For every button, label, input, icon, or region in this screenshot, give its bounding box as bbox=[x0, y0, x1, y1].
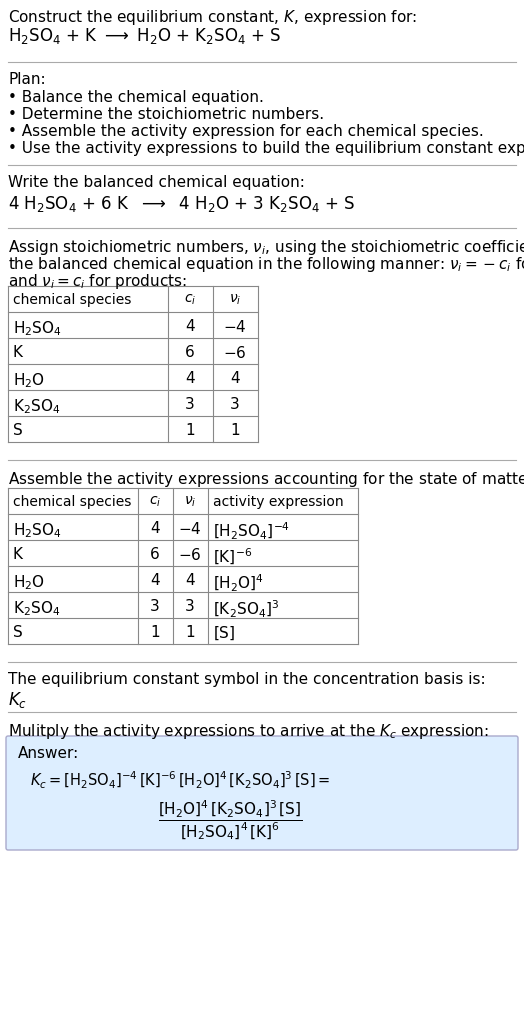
Text: $\mathrm{K_2SO_4}$: $\mathrm{K_2SO_4}$ bbox=[13, 397, 60, 416]
Text: 4: 4 bbox=[185, 319, 195, 334]
Text: $-4$: $-4$ bbox=[178, 521, 202, 537]
Text: S: S bbox=[13, 625, 23, 640]
Text: 6: 6 bbox=[185, 345, 195, 360]
Text: • Assemble the activity expression for each chemical species.: • Assemble the activity expression for e… bbox=[8, 124, 484, 139]
Text: 4: 4 bbox=[185, 573, 195, 588]
Text: $-6$: $-6$ bbox=[223, 345, 247, 361]
Text: $-6$: $-6$ bbox=[178, 547, 202, 564]
Text: Answer:: Answer: bbox=[18, 746, 79, 761]
Text: $[\mathrm{H_2SO_4}]^{-4}$: $[\mathrm{H_2SO_4}]^{-4}$ bbox=[213, 521, 290, 542]
Text: 4 $\mathrm{H_2SO_4}$ + 6 K  $\longrightarrow$  4 $\mathrm{H_2O}$ + 3 $\mathrm{K_: 4 $\mathrm{H_2SO_4}$ + 6 K $\longrightar… bbox=[8, 194, 356, 214]
Text: • Balance the chemical equation.: • Balance the chemical equation. bbox=[8, 90, 264, 105]
Text: 3: 3 bbox=[150, 599, 160, 614]
Text: $[\mathrm{S}]$: $[\mathrm{S}]$ bbox=[213, 625, 235, 642]
Text: K: K bbox=[13, 345, 23, 360]
Text: • Determine the stoichiometric numbers.: • Determine the stoichiometric numbers. bbox=[8, 107, 324, 122]
Text: chemical species: chemical species bbox=[13, 293, 132, 307]
Text: activity expression: activity expression bbox=[213, 495, 344, 510]
Text: the balanced chemical equation in the following manner: $\nu_i = -c_i$ for react: the balanced chemical equation in the fo… bbox=[8, 255, 524, 274]
Text: Plan:: Plan: bbox=[8, 72, 46, 87]
Text: 1: 1 bbox=[185, 423, 195, 438]
Text: $c_i$: $c_i$ bbox=[149, 495, 161, 510]
Text: $-4$: $-4$ bbox=[223, 319, 247, 335]
Text: $\nu_i$: $\nu_i$ bbox=[229, 293, 241, 308]
Text: 4: 4 bbox=[150, 573, 160, 588]
Text: 4: 4 bbox=[185, 371, 195, 386]
Text: Assign stoichiometric numbers, $\nu_i$, using the stoichiometric coefficients, $: Assign stoichiometric numbers, $\nu_i$, … bbox=[8, 238, 524, 257]
Text: $\dfrac{[\mathrm{H_2O}]^4\,[\mathrm{K_2SO_4}]^3\,[\mathrm{S}]}{[\mathrm{H_2SO_4}: $\dfrac{[\mathrm{H_2O}]^4\,[\mathrm{K_2S… bbox=[158, 798, 302, 842]
Text: $\mathrm{H_2O}$: $\mathrm{H_2O}$ bbox=[13, 371, 45, 389]
Text: $K_c = [\mathrm{H_2SO_4}]^{-4}\,[\mathrm{K}]^{-6}\,[\mathrm{H_2O}]^4\,[\mathrm{K: $K_c = [\mathrm{H_2SO_4}]^{-4}\,[\mathrm… bbox=[30, 770, 331, 791]
Text: $\mathrm{K_2SO_4}$: $\mathrm{K_2SO_4}$ bbox=[13, 599, 60, 618]
FancyBboxPatch shape bbox=[6, 736, 518, 850]
Text: $\mathrm{H_2SO_4}$: $\mathrm{H_2SO_4}$ bbox=[13, 521, 62, 540]
Text: 6: 6 bbox=[150, 547, 160, 562]
Text: $c_i$: $c_i$ bbox=[184, 293, 196, 308]
Text: Assemble the activity expressions accounting for the state of matter and $\nu_i$: Assemble the activity expressions accoun… bbox=[8, 470, 524, 489]
Text: chemical species: chemical species bbox=[13, 495, 132, 510]
Text: $\mathrm{H_2O}$: $\mathrm{H_2O}$ bbox=[13, 573, 45, 592]
Text: • Use the activity expressions to build the equilibrium constant expression.: • Use the activity expressions to build … bbox=[8, 141, 524, 156]
Text: $[\mathrm{K}]^{-6}$: $[\mathrm{K}]^{-6}$ bbox=[213, 547, 252, 568]
Text: S: S bbox=[13, 423, 23, 438]
Text: 1: 1 bbox=[185, 625, 195, 640]
Text: 4: 4 bbox=[230, 371, 240, 386]
Text: The equilibrium constant symbol in the concentration basis is:: The equilibrium constant symbol in the c… bbox=[8, 672, 486, 687]
Text: 4: 4 bbox=[150, 521, 160, 536]
Text: $[\mathrm{K_2SO_4}]^3$: $[\mathrm{K_2SO_4}]^3$ bbox=[213, 599, 279, 621]
Text: $\mathrm{H_2SO_4}$: $\mathrm{H_2SO_4}$ bbox=[13, 319, 62, 337]
Text: $[\mathrm{H_2O}]^4$: $[\mathrm{H_2O}]^4$ bbox=[213, 573, 264, 594]
Text: K: K bbox=[13, 547, 23, 562]
Text: 1: 1 bbox=[150, 625, 160, 640]
Text: $\mathrm{H_2SO_4}$ + K $\longrightarrow$ $\mathrm{H_2O}$ + $\mathrm{K_2SO_4}$ + : $\mathrm{H_2SO_4}$ + K $\longrightarrow$… bbox=[8, 26, 281, 46]
Text: Construct the equilibrium constant, $K$, expression for:: Construct the equilibrium constant, $K$,… bbox=[8, 8, 417, 26]
Text: 3: 3 bbox=[185, 397, 195, 412]
Text: 1: 1 bbox=[230, 423, 240, 438]
Text: $K_c$: $K_c$ bbox=[8, 690, 27, 710]
Text: and $\nu_i = c_i$ for products:: and $\nu_i = c_i$ for products: bbox=[8, 272, 187, 291]
Text: 3: 3 bbox=[230, 397, 240, 412]
Text: Mulitply the activity expressions to arrive at the $K_c$ expression:: Mulitply the activity expressions to arr… bbox=[8, 722, 489, 741]
Text: 3: 3 bbox=[185, 599, 195, 614]
Text: $\nu_i$: $\nu_i$ bbox=[184, 495, 196, 510]
Text: Write the balanced chemical equation:: Write the balanced chemical equation: bbox=[8, 175, 305, 190]
